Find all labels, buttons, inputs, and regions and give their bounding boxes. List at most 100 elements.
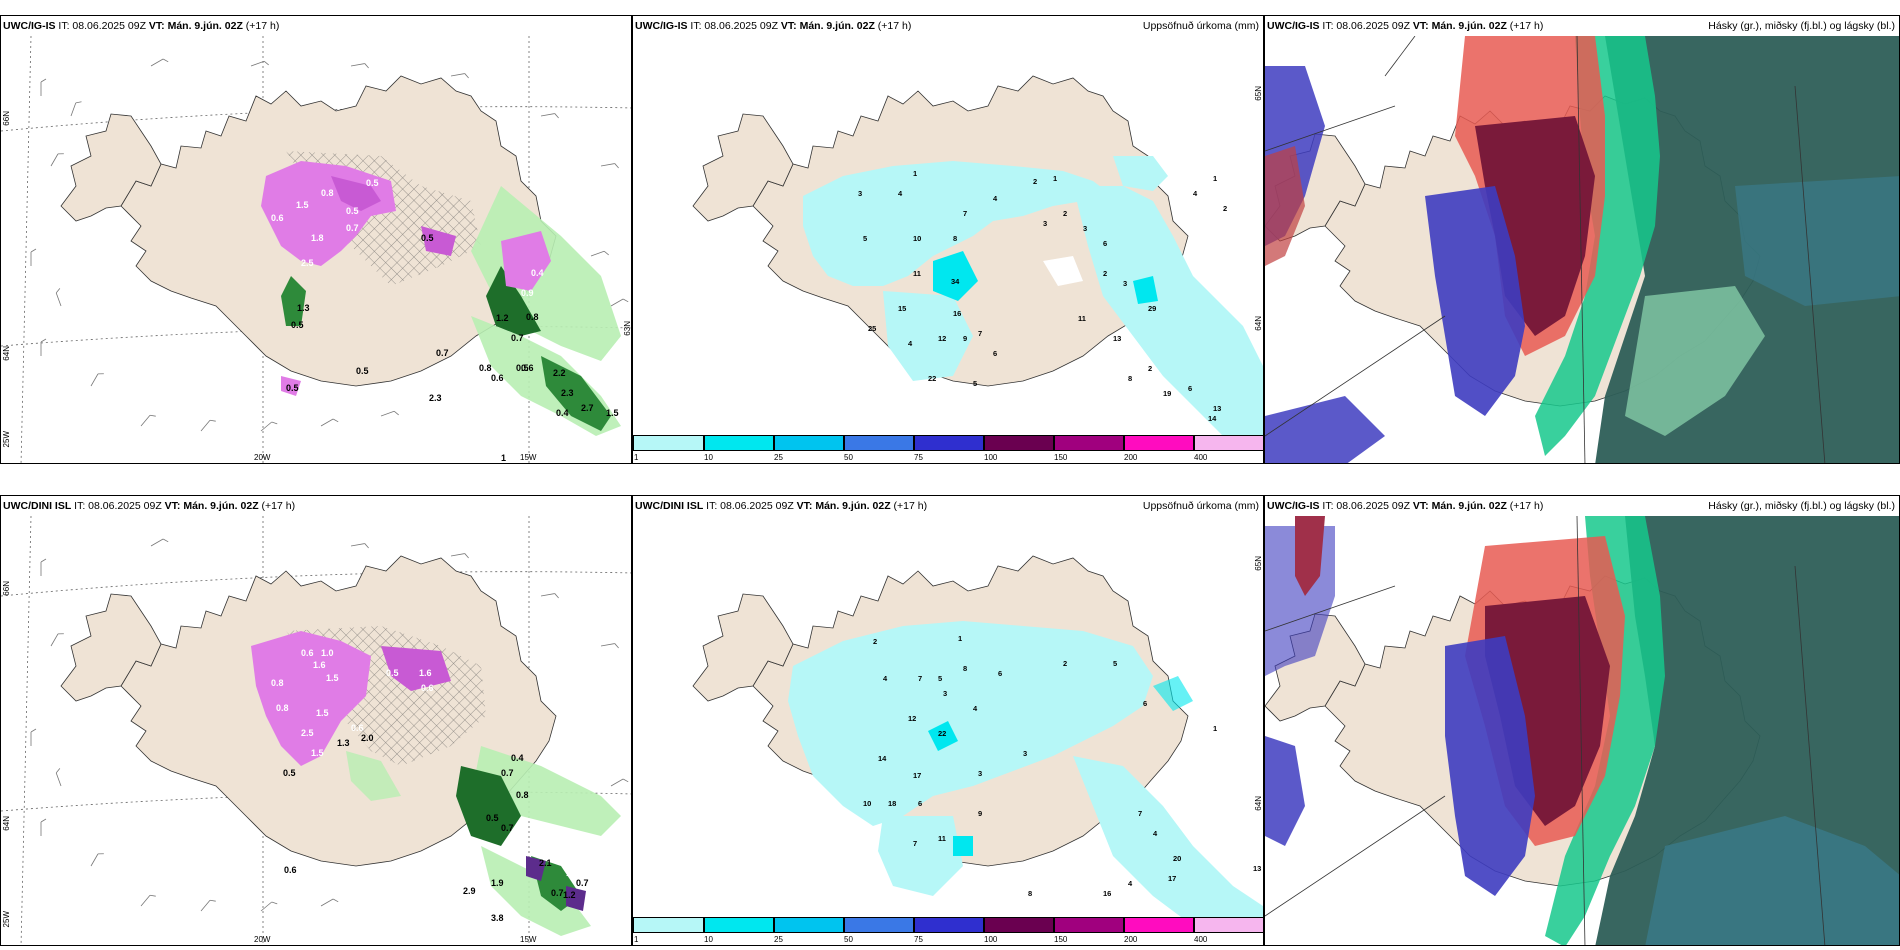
accum-label: 4 [898, 189, 903, 198]
precip-label: 1.2 [563, 890, 576, 900]
precip-label: 0.5 [516, 363, 529, 373]
lon-label: 15W [520, 453, 537, 462]
accum-label: 13 [1113, 334, 1121, 343]
precip-label: 0.5 [356, 366, 369, 376]
accum-label: 29 [1148, 304, 1156, 313]
colorbar-swatch [774, 917, 844, 933]
lon-label: 20W [254, 935, 271, 944]
accum-label: 8 [1028, 889, 1032, 898]
precip-label: 1.5 [326, 673, 339, 683]
lead-time: (+17 h) [261, 500, 296, 512]
accum-label: 17 [1168, 874, 1176, 883]
colorbar-swatch [984, 917, 1054, 933]
colorbar-tick: 200 [1124, 453, 1138, 462]
accum-label: 3 [1043, 219, 1047, 228]
precip-label: 0.5 [386, 668, 399, 678]
colorbar-swatch [704, 435, 774, 451]
precip-label: 0.7 [511, 333, 524, 343]
accum-label: 4 [1153, 829, 1158, 838]
precip-type-map: 0.6 1.0 1.6 1.5 0.8 1.5 0.5 2.5 0.6 1.5 … [1, 516, 631, 945]
accum-label: 12 [908, 714, 916, 723]
accum-label: 5 [1113, 659, 1117, 668]
precip-label: 2.3 [561, 388, 574, 398]
panel-header: UWC/IG-IS IT: 08.06.2025 09Z VT: Mán. 9.… [1, 16, 631, 36]
colorbar-swatch [914, 917, 984, 933]
precip-label: 2.5 [301, 728, 314, 738]
panel-header: UWC/IG-IS IT: 08.06.2025 09Z VT: Mán. 9.… [633, 16, 1263, 36]
valid-time: VT: Mán. 9.jún. 02Z [164, 500, 259, 512]
accum-label: 4 [973, 704, 978, 713]
cloud-map [1265, 36, 1899, 463]
accum-label: 1 [913, 169, 917, 178]
accum-label: 16 [953, 309, 961, 318]
precip-label: 1.5 [316, 708, 329, 718]
lat-label: 64N [1254, 796, 1263, 811]
precip-label: 0.6 [521, 363, 534, 373]
accum-label: 25 [868, 324, 876, 333]
accum-label: 4 [1128, 879, 1133, 888]
accum-label: 5 [863, 234, 867, 243]
accum-label: 14 [878, 754, 887, 763]
init-time: IT: 08.06.2025 09Z [1322, 20, 1410, 32]
panel-header: UWC/IG-IS IT: 08.06.2025 09Z VT: Mán. 9.… [1265, 496, 1899, 516]
precip-label: 0.5 [486, 813, 499, 823]
accum-label: 4 [883, 674, 888, 683]
colorbar-tick: 100 [984, 935, 998, 944]
valid-time: VT: Mán. 9.jún. 02Z [780, 20, 875, 32]
accum-label: 3 [858, 189, 862, 198]
precip-label: 2.2 [553, 368, 566, 378]
lat-label: 65N [1254, 556, 1263, 571]
lead-time: (+17 h) [1509, 20, 1544, 32]
accum-label: 5 [938, 674, 942, 683]
colorbar-tick: 400 [1194, 453, 1208, 462]
lon-label: 20W [254, 453, 271, 462]
model-name: UWC/IG-IS [635, 20, 688, 32]
colorbar-tick: 150 [1054, 935, 1068, 944]
model-name: UWC/IG-IS [1267, 500, 1320, 512]
precip-label: 0.8 [276, 703, 289, 713]
precip-label: 2.3 [429, 393, 442, 403]
colorbar-tick: 1 [634, 453, 639, 462]
colorbar-tick: 150 [1054, 453, 1068, 462]
accum-label: 7 [913, 839, 917, 848]
precip-label: 1.5 [296, 200, 309, 210]
init-time: IT: 08.06.2025 09Z [706, 500, 794, 512]
precip-label: 0.9 [521, 288, 534, 298]
precip-label: 3.8 [491, 913, 504, 923]
precip-label: 0.7 [436, 348, 449, 358]
accum-label: 3 [1083, 224, 1087, 233]
accum-label: 6 [998, 669, 1002, 678]
lat-label: 64N [2, 346, 11, 361]
precip-accum-map: 1 3 4 7 10 8 2 1 3 2 4 6 3 5 11 34 15 16… [633, 36, 1263, 444]
lat-label: 66N [2, 581, 11, 596]
panel-precip-accum-dini: UWC/DINI ISL IT: 08.06.2025 09Z VT: Mán.… [632, 495, 1264, 946]
accum-label: 2 [873, 637, 877, 646]
precip-label: 0.6 [491, 373, 504, 383]
accum-label: 11 [938, 834, 946, 843]
lat-label: 63N [623, 321, 632, 336]
precip-label: 0.4 [556, 408, 569, 418]
colorbar-tick: 25 [774, 935, 783, 944]
precip-label: 0.6 [271, 213, 284, 223]
accum-label: 7 [978, 329, 982, 338]
accum-label: 10 [863, 799, 871, 808]
accum-label: 7 [1138, 809, 1142, 818]
panel-precip-type-igis: UWC/IG-IS IT: 08.06.2025 09Z VT: Mán. 9.… [0, 15, 632, 464]
valid-time: VT: Mán. 9.jún. 02Z [1412, 500, 1507, 512]
accum-label: 11 [1078, 314, 1086, 323]
lead-time: (+17 h) [877, 20, 912, 32]
colorbar: 1 10 25 50 75 100 150 200 400 [633, 435, 1263, 462]
accum-label: 6 [993, 349, 997, 358]
colorbar-swatch [774, 435, 844, 451]
accum-label: 1 [1053, 174, 1057, 183]
accum-label: 4 [993, 194, 998, 203]
init-time: IT: 08.06.2025 09Z [58, 20, 146, 32]
model-name: UWC/DINI ISL [3, 500, 72, 512]
accum-label: 4 [1193, 189, 1198, 198]
accum-label: 3 [1123, 279, 1127, 288]
init-time: IT: 08.06.2025 09Z [1322, 500, 1410, 512]
panel-header: UWC/DINI ISL IT: 08.06.2025 09Z VT: Mán.… [633, 496, 1263, 516]
accum-label: 2 [1103, 269, 1107, 278]
accum-label: 7 [918, 674, 922, 683]
accum-label: 6 [1188, 384, 1192, 393]
